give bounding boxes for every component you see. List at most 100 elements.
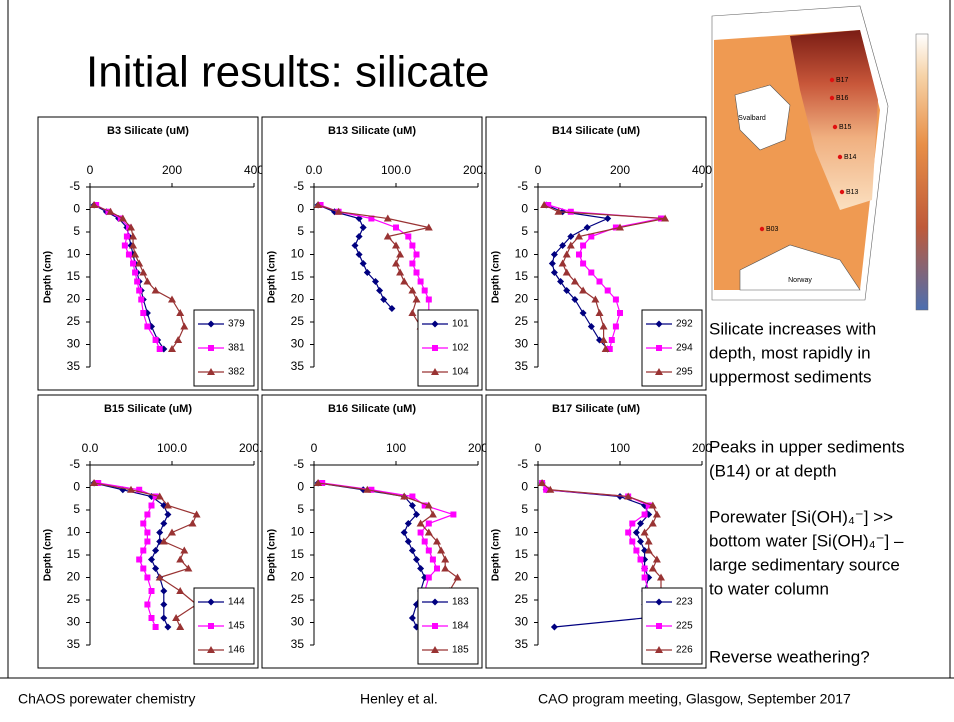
marker: [422, 539, 428, 545]
bullet-text: uppermost sediments: [709, 367, 872, 386]
marker: [144, 539, 150, 545]
y-tick-label: 0: [297, 480, 304, 494]
y-tick-label: -5: [69, 179, 80, 193]
station-label: B03: [766, 226, 779, 233]
y-axis-label: Depth (cm): [491, 251, 502, 303]
map: [712, 6, 928, 310]
marker: [144, 575, 150, 581]
y-tick-label: 15: [291, 547, 305, 561]
slide: Initial results: silicate B3 Silicate (u…: [0, 0, 954, 722]
marker: [625, 530, 631, 536]
y-tick-label: 30: [67, 337, 81, 351]
marker: [605, 288, 611, 294]
page: Initial results: silicate B3 Silicate (u…: [0, 0, 954, 722]
y-tick-label: 15: [67, 269, 81, 283]
slide-title: Initial results: silicate: [86, 48, 489, 97]
y-tick-label: 10: [67, 525, 81, 539]
bullet-text: large sedimentary source: [709, 555, 900, 574]
bullet-text: Reverse weathering?: [709, 647, 870, 666]
y-tick-label: 20: [515, 570, 529, 584]
marker: [432, 623, 438, 629]
marker: [140, 548, 146, 554]
x-tick-label: 100.0: [157, 441, 187, 455]
legend-label: 184: [452, 621, 469, 632]
marker: [617, 310, 623, 316]
x-tick-label: 0.0: [306, 163, 323, 177]
y-tick-label: 5: [297, 224, 304, 238]
y-tick-label: 5: [297, 502, 304, 516]
legend-label: 145: [228, 621, 245, 632]
marker: [140, 310, 146, 316]
legend-label: 223: [676, 597, 693, 608]
marker: [140, 521, 146, 527]
chart-title: B14 Silicate (uM): [552, 125, 640, 137]
marker: [580, 243, 586, 249]
marker: [597, 279, 603, 285]
y-tick-label: 35: [67, 359, 81, 373]
station-dot: [830, 96, 834, 100]
bullet-text: to water column: [709, 579, 829, 598]
marker: [144, 324, 150, 330]
marker: [426, 297, 432, 303]
marker: [140, 566, 146, 572]
y-tick-label: 20: [67, 292, 81, 306]
marker: [153, 337, 159, 343]
y-tick-label: 20: [67, 570, 81, 584]
y-tick-label: 25: [291, 314, 305, 328]
legend-label: 101: [452, 319, 469, 330]
y-tick-label: -5: [517, 457, 528, 471]
legend-label: 294: [676, 343, 693, 354]
footer-text: CAO program meeting, Glasgow, September …: [538, 691, 851, 707]
bullet-text: bottom water [Si(OH)₄⁻] –: [709, 531, 904, 550]
marker: [642, 575, 648, 581]
y-tick-label: 25: [515, 592, 529, 606]
legend-label: 102: [452, 343, 469, 354]
marker: [609, 337, 615, 343]
y-axis-label: Depth (cm): [491, 529, 502, 581]
chart-title: B17 Silicate (uM): [552, 403, 640, 415]
marker: [422, 288, 428, 294]
station-label: B16: [836, 95, 849, 102]
y-axis-label: Depth (cm): [43, 251, 54, 303]
x-tick-label: 0: [535, 163, 542, 177]
color-bar: [916, 34, 928, 310]
marker: [153, 624, 159, 630]
marker: [613, 324, 619, 330]
x-tick-label: 100: [386, 441, 406, 455]
marker: [576, 252, 582, 258]
marker: [642, 512, 648, 518]
station-dot: [833, 125, 837, 129]
marker: [130, 261, 136, 267]
legend-label: 104: [452, 367, 469, 378]
marker: [432, 345, 438, 351]
marker: [434, 566, 440, 572]
y-tick-label: 0: [73, 480, 80, 494]
marker: [136, 288, 142, 294]
legend-label: 183: [452, 597, 469, 608]
y-tick-label: 25: [67, 592, 81, 606]
station-label: B15: [839, 124, 852, 131]
map-label: Norway: [788, 277, 812, 284]
y-tick-label: 30: [515, 337, 529, 351]
y-tick-label: 20: [291, 292, 305, 306]
y-tick-label: 10: [515, 525, 529, 539]
y-tick-label: 35: [515, 637, 529, 651]
y-tick-label: 0: [521, 202, 528, 216]
footer-text: ChAOS porewater chemistry: [18, 691, 195, 707]
y-tick-label: 15: [67, 547, 81, 561]
y-tick-label: 5: [73, 224, 80, 238]
y-tick-label: 35: [515, 359, 529, 373]
y-tick-label: -5: [517, 179, 528, 193]
y-tick-label: 20: [291, 570, 305, 584]
x-tick-label: 0.0: [82, 441, 99, 455]
marker: [405, 234, 411, 240]
y-tick-label: -5: [293, 179, 304, 193]
chart-title: B16 Silicate (uM): [328, 403, 416, 415]
y-tick-label: -5: [293, 457, 304, 471]
chart-title: B15 Silicate (uM): [104, 403, 192, 415]
x-tick-label: 100: [610, 441, 630, 455]
y-axis-label: Depth (cm): [43, 529, 54, 581]
footer-text: Henley et al.: [360, 691, 438, 707]
station-label: B13: [846, 189, 859, 196]
y-tick-label: 30: [67, 615, 81, 629]
